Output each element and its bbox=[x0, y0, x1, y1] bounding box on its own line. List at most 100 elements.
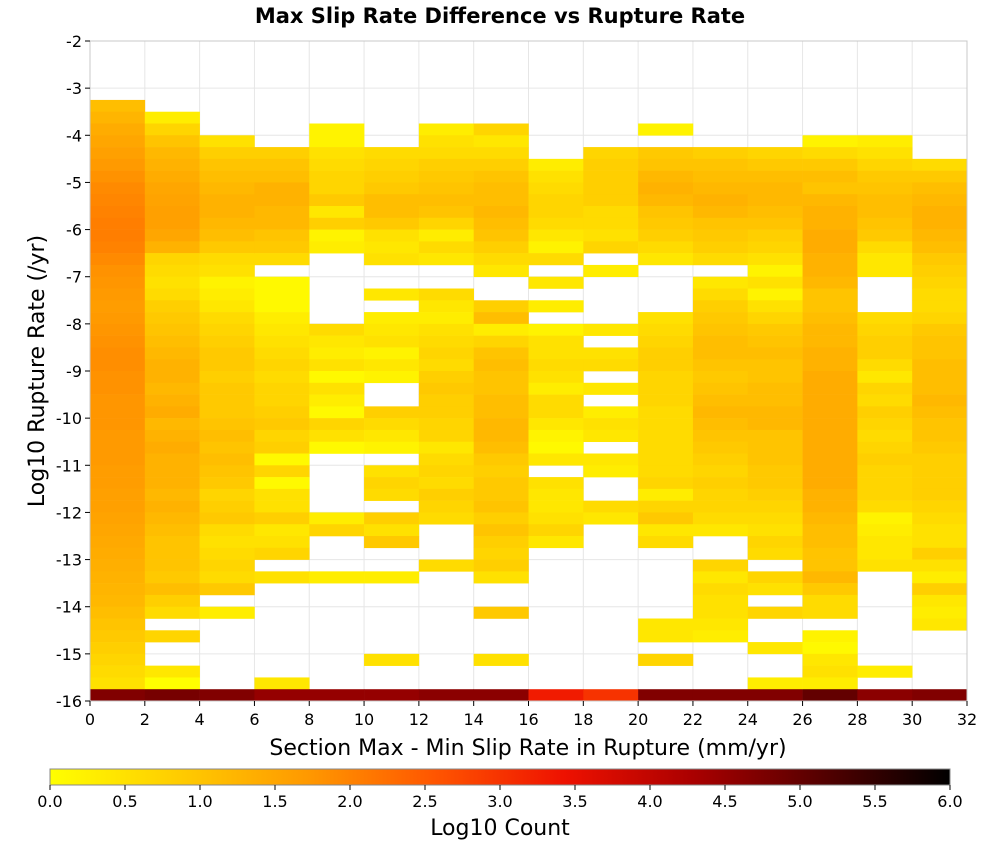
heatmap-cell bbox=[254, 229, 310, 242]
heatmap-cell bbox=[144, 382, 200, 395]
heatmap-cell bbox=[254, 253, 310, 266]
heatmap-cell bbox=[144, 536, 200, 549]
heatmap-cell bbox=[418, 453, 474, 466]
heatmap-cell bbox=[144, 500, 200, 513]
heatmap-cell bbox=[418, 300, 474, 313]
heatmap-cell bbox=[747, 158, 803, 171]
heatmap-cell bbox=[528, 194, 584, 207]
heatmap-cell bbox=[583, 359, 639, 372]
heatmap-cell bbox=[473, 335, 529, 348]
heatmap-cell bbox=[418, 371, 474, 384]
heatmap-cell bbox=[692, 276, 749, 289]
heatmap-cell bbox=[364, 571, 420, 584]
heatmap-cell bbox=[912, 594, 968, 608]
heatmap-cell bbox=[638, 429, 694, 443]
heatmap-cell bbox=[199, 288, 255, 301]
heatmap-cell bbox=[912, 453, 968, 466]
heatmap-cell bbox=[309, 394, 365, 407]
heatmap-cell bbox=[144, 123, 200, 136]
heatmap-cell bbox=[473, 158, 529, 171]
heatmap-cell bbox=[857, 441, 913, 454]
colorbar-tick-label: 5.0 bbox=[787, 792, 812, 811]
heatmap-cell bbox=[802, 288, 858, 301]
heatmap-cell bbox=[418, 182, 474, 195]
heatmap-cell bbox=[912, 312, 968, 325]
heatmap-cell bbox=[199, 359, 255, 372]
heatmap-cell bbox=[528, 347, 584, 360]
heatmap-cell bbox=[747, 642, 803, 655]
heatmap-cell bbox=[802, 229, 858, 242]
heatmap-cell bbox=[692, 147, 749, 160]
heatmap-cell bbox=[638, 241, 694, 254]
heatmap-cell bbox=[199, 689, 255, 702]
heatmap-cell bbox=[857, 170, 913, 183]
heatmap-cell bbox=[912, 371, 968, 384]
heatmap-cell bbox=[583, 465, 639, 478]
heatmap-cell bbox=[747, 677, 803, 690]
heatmap-cell bbox=[912, 394, 968, 407]
heatmap-cell bbox=[90, 524, 146, 537]
heatmap-cell bbox=[912, 441, 968, 454]
heatmap-cell bbox=[912, 182, 968, 195]
heatmap-cell bbox=[254, 371, 310, 384]
heatmap-cell bbox=[90, 158, 146, 171]
y-tick-label: -8 bbox=[66, 315, 82, 334]
heatmap-cell bbox=[692, 253, 749, 266]
x-tick-label: 20 bbox=[628, 710, 648, 729]
heatmap-cell bbox=[528, 229, 584, 242]
heatmap-cell bbox=[473, 182, 529, 195]
heatmap-cell bbox=[638, 536, 694, 549]
heatmap-cell bbox=[418, 689, 474, 702]
heatmap-cell bbox=[473, 312, 529, 325]
heatmap-cell bbox=[90, 429, 146, 443]
heatmap-cell bbox=[638, 418, 694, 431]
heatmap-cell bbox=[199, 453, 255, 466]
heatmap-cell bbox=[912, 300, 968, 313]
heatmap-cell bbox=[912, 217, 968, 230]
heatmap-cell bbox=[857, 382, 913, 395]
heatmap-cell bbox=[199, 512, 255, 525]
heatmap-cell bbox=[473, 465, 529, 478]
x-tick-label: 4 bbox=[195, 710, 205, 729]
heatmap-cell bbox=[473, 653, 529, 666]
heatmap-cell bbox=[528, 300, 584, 313]
heatmap-cell bbox=[90, 677, 146, 690]
heatmap-cell bbox=[802, 135, 858, 148]
heatmap-cell bbox=[692, 194, 749, 207]
heatmap-cell bbox=[802, 382, 858, 395]
heatmap-cell bbox=[528, 359, 584, 372]
heatmap-cell bbox=[912, 288, 968, 301]
heatmap-cell bbox=[473, 441, 529, 454]
heatmap-cell bbox=[692, 488, 749, 501]
heatmap-cell bbox=[309, 182, 365, 195]
heatmap-cell bbox=[802, 465, 858, 478]
heatmap-cell bbox=[418, 335, 474, 348]
heatmap-cell bbox=[857, 253, 913, 266]
heatmap-cell bbox=[857, 217, 913, 230]
heatmap-cell bbox=[528, 453, 584, 466]
heatmap-cell bbox=[144, 253, 200, 266]
heatmap-cell bbox=[528, 206, 584, 219]
heatmap-cell bbox=[528, 241, 584, 254]
heatmap-cell bbox=[638, 524, 694, 537]
heatmap-cell bbox=[692, 583, 749, 596]
heatmap-cell bbox=[583, 229, 639, 242]
heatmap-cell bbox=[747, 335, 803, 348]
heatmap-cell bbox=[90, 264, 146, 278]
heatmap-cell bbox=[90, 665, 146, 678]
heatmap-cell bbox=[309, 335, 365, 348]
heatmap-cell bbox=[802, 158, 858, 171]
heatmap-cell bbox=[692, 571, 749, 584]
heatmap-cell bbox=[473, 323, 529, 336]
heatmap-cell bbox=[254, 147, 310, 160]
heatmap-cell bbox=[638, 689, 694, 702]
heatmap-cell bbox=[692, 312, 749, 325]
heatmap-cell bbox=[418, 229, 474, 242]
heatmap-cell bbox=[747, 477, 803, 490]
heatmap-cell bbox=[528, 335, 584, 348]
heatmap-cell bbox=[309, 406, 365, 419]
heatmap-cell bbox=[912, 547, 968, 560]
x-tick-label: 32 bbox=[957, 710, 977, 729]
heatmap-cell bbox=[747, 406, 803, 419]
heatmap-cell bbox=[90, 512, 146, 525]
